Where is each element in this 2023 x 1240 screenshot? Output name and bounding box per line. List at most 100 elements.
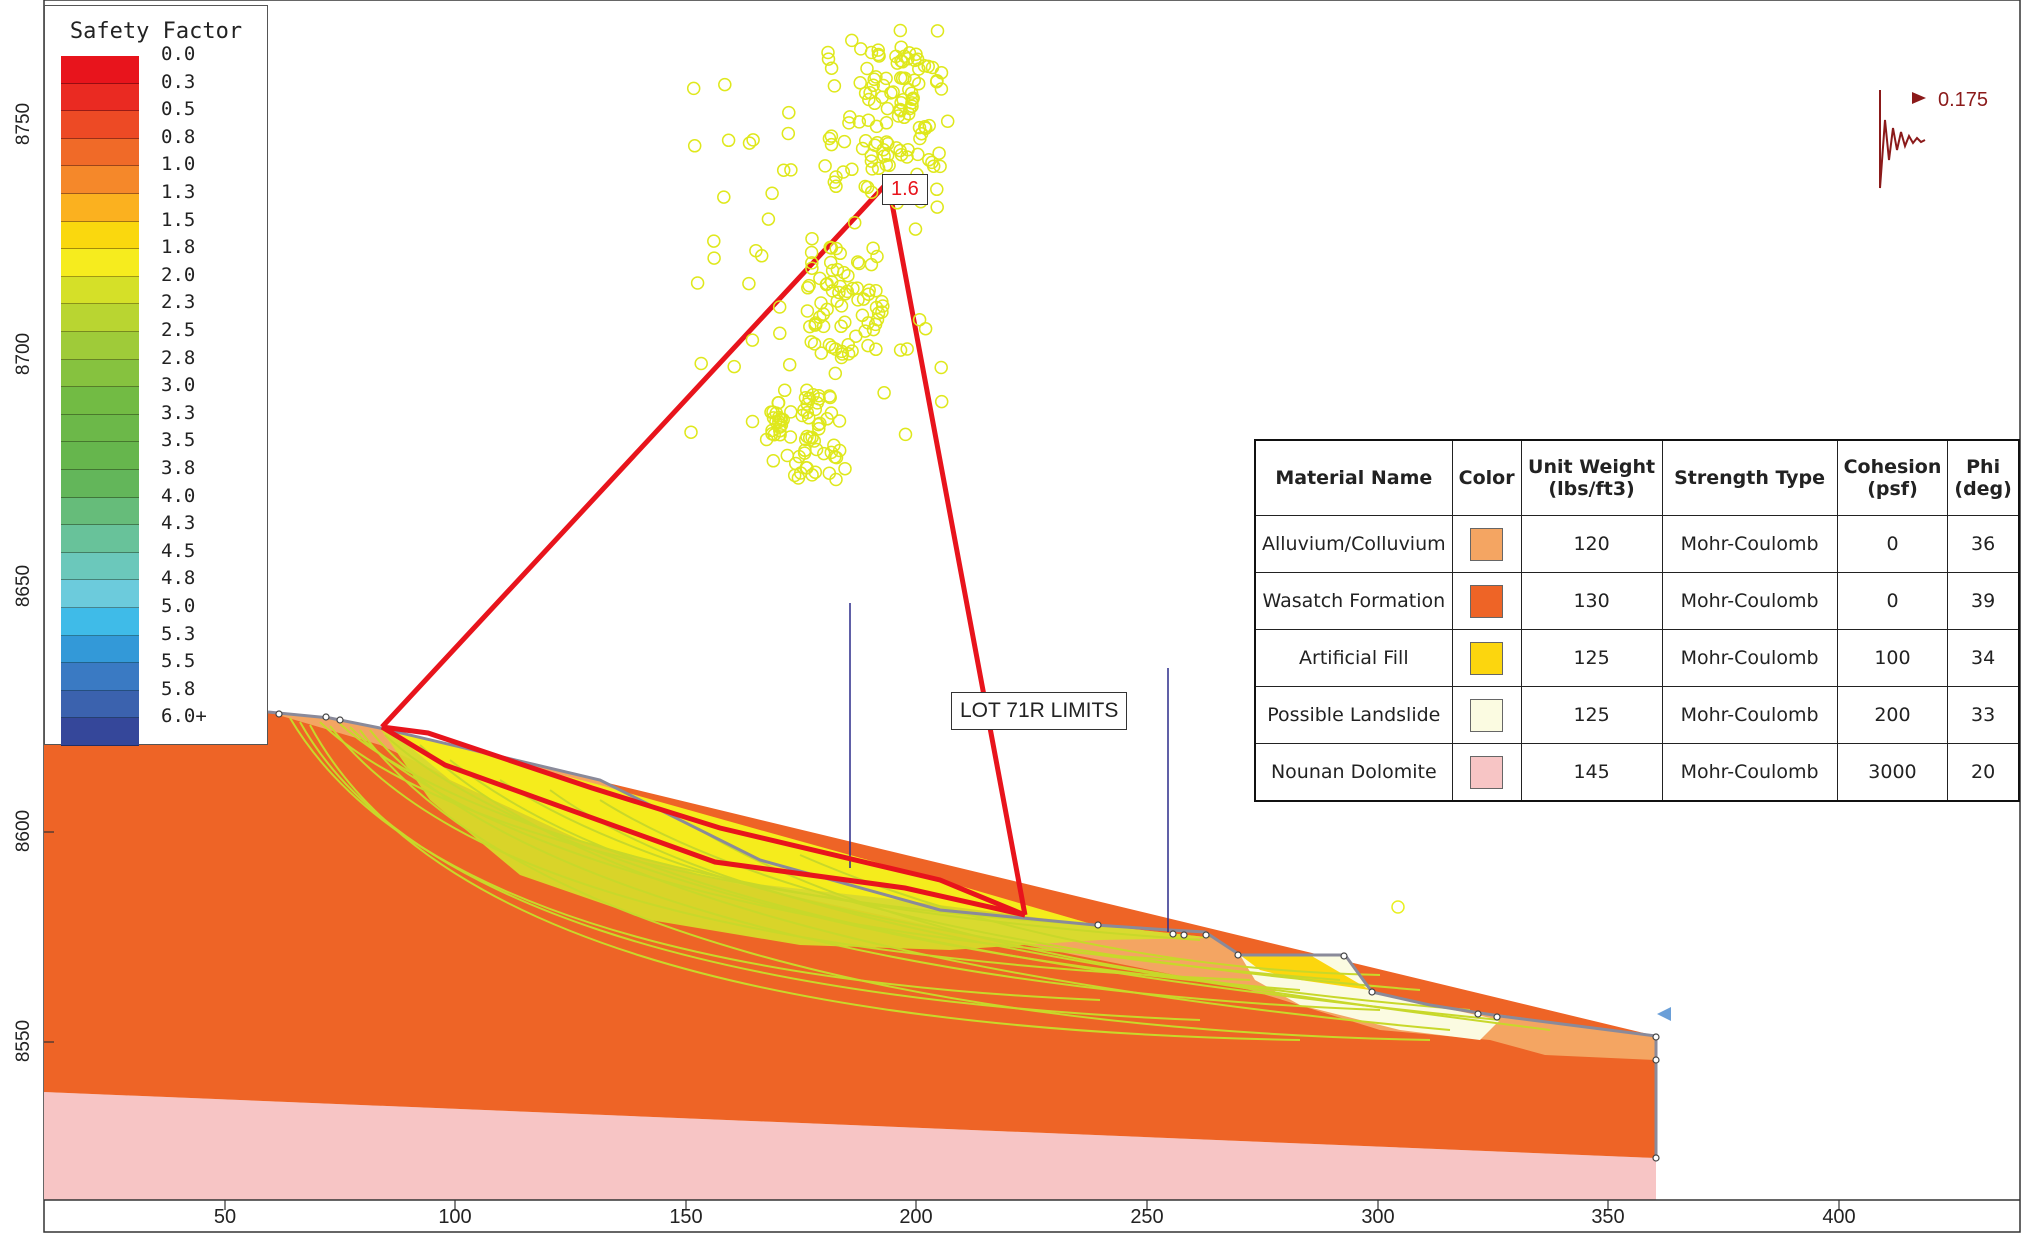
header-color: Color	[1451, 439, 1522, 516]
phi-cell: 39	[1947, 572, 2020, 630]
slip-center-point	[932, 146, 946, 160]
slip-center-point	[718, 77, 732, 92]
x-tick-label: 250	[1130, 1206, 1164, 1228]
legend-entry: 2.5	[61, 319, 261, 360]
unit-weight-cell: 120	[1520, 515, 1663, 573]
phi-cell: 34	[1947, 629, 2020, 687]
slip-center-point	[830, 262, 845, 277]
slip-center-point	[898, 427, 913, 442]
slip-center-point	[823, 390, 837, 405]
color-cell	[1451, 515, 1522, 573]
slip-center-point	[788, 456, 803, 471]
y-tick-label: 8600	[13, 809, 34, 853]
slip-center-point	[845, 162, 859, 177]
slip-center-point	[861, 287, 876, 301]
legend-title: Safety Factor	[69, 19, 243, 44]
slip-center-point	[821, 52, 836, 66]
legend-entry: 4.0	[61, 485, 261, 526]
slip-center-point	[802, 278, 816, 293]
slip-center-point	[824, 241, 839, 255]
legend-swatch	[61, 387, 139, 415]
slip-center-point	[893, 23, 908, 38]
legend-entry: 0.5	[61, 98, 261, 139]
strength-type-cell: Mohr-Coulomb	[1661, 743, 1838, 802]
legend-label: 3.8	[161, 457, 196, 479]
slip-center-point	[707, 251, 721, 265]
legend-swatch	[61, 56, 139, 84]
boundary-marker-icon	[1657, 1007, 1671, 1021]
slip-center-point	[934, 394, 949, 409]
legend-label: 2.5	[161, 319, 196, 341]
slip-center-point	[841, 268, 855, 283]
slip-center-point	[901, 52, 915, 66]
safety-factor-value: 1.6	[882, 174, 928, 205]
slip-center-point	[773, 326, 787, 341]
slip-center-point	[834, 299, 849, 313]
safety-factor-legend: Safety Factor 0.0 0.3 0.5 0.8 1.0 1.3 1.5 1.8 2.…	[44, 5, 268, 746]
slip-center-point	[855, 141, 870, 156]
slip-center-point	[800, 461, 814, 475]
slip-center-point	[922, 153, 936, 167]
slip-center-point	[824, 445, 839, 460]
y-tick-label: 8750	[13, 102, 34, 146]
lot-limits-label: LOT 71R LIMITS	[951, 692, 1128, 730]
slip-center-point	[827, 79, 842, 93]
slip-center-point	[801, 281, 815, 295]
slip-center-point	[808, 465, 823, 479]
slip-center-point	[795, 408, 809, 423]
x-tick-label: 100	[438, 1206, 472, 1228]
slip-center-point	[904, 86, 919, 100]
slip-center-point	[845, 33, 859, 48]
surface-vertices	[275, 710, 1660, 1162]
slip-center-point	[745, 414, 760, 429]
legend-label: 1.0	[161, 153, 196, 176]
legend-entry: 5.8	[61, 678, 261, 719]
legend-label: 0.3	[161, 70, 196, 93]
slip-center-point	[870, 249, 884, 264]
legend-label: 1.3	[161, 181, 196, 203]
legend-entry: 5.0	[61, 595, 261, 636]
slip-center-point	[798, 432, 813, 447]
slip-center-point	[828, 366, 843, 381]
slip-center-point	[766, 454, 781, 468]
slip-center-point	[761, 212, 776, 226]
slip-center-markers	[684, 23, 955, 487]
legend-entry: 1.3	[61, 181, 261, 222]
slip-center-point	[707, 234, 721, 248]
table-row: Wasatch Formation 130 Mohr-Coulomb 0 39	[1254, 572, 2020, 630]
slip-center-point	[687, 139, 702, 153]
slip-center-point	[882, 158, 896, 173]
x-tick-label: 400	[1822, 1206, 1856, 1228]
slip-center-point	[804, 245, 819, 260]
slip-center-point	[861, 338, 875, 353]
slip-center-point	[921, 59, 935, 74]
slip-center-point	[900, 150, 914, 164]
slip-center-point	[773, 427, 787, 442]
slip-center-point	[817, 446, 831, 461]
cohesion-cell: 100	[1836, 629, 1949, 687]
slip-center-point	[869, 283, 883, 298]
slip-center-point	[764, 405, 778, 419]
slip-center-point	[930, 200, 944, 214]
slip-center-point	[776, 163, 791, 177]
legend-swatch	[61, 663, 139, 691]
slip-center-point	[908, 222, 923, 236]
seismic-coefficient: 0.175	[1938, 89, 1989, 111]
nounan-dolomite-layer	[44, 1092, 1656, 1200]
table-header-row: Material Name Color Unit Weight (lbs/ft3…	[1254, 439, 2020, 516]
slip-center-point	[812, 422, 826, 436]
legend-swatch	[61, 194, 139, 222]
legend-label: 3.0	[161, 374, 196, 397]
slip-center-point	[813, 416, 827, 431]
slip-center-point	[805, 256, 819, 270]
table-row: Nounan Dolomite 145 Mohr-Coulomb 3000 20	[1254, 743, 2020, 802]
slip-center-point	[742, 276, 756, 291]
legend-label: 1.8	[161, 236, 196, 259]
legend-entry: 0.3	[61, 71, 261, 112]
slip-center-point	[797, 403, 811, 417]
legend-swatch	[61, 166, 139, 194]
slip-center-point	[822, 131, 837, 146]
slip-center-point	[824, 129, 839, 143]
slip-center-point	[805, 468, 819, 482]
slip-center-point	[717, 190, 731, 204]
